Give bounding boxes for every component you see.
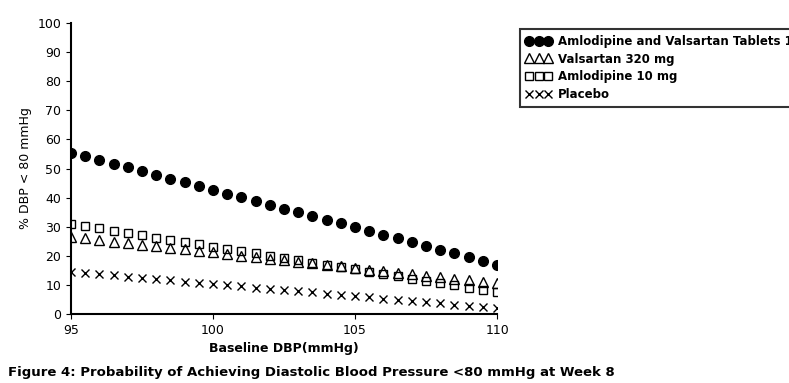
Y-axis label: % DBP < 80 mmHg: % DBP < 80 mmHg [19,108,32,229]
X-axis label: Baseline DBP(mmHg): Baseline DBP(mmHg) [209,342,359,355]
Text: Figure 4: Probability of Achieving Diastolic Blood Pressure <80 mmHg at Week 8: Figure 4: Probability of Achieving Diast… [8,366,615,379]
Legend: Amlodipine and Valsartan Tablets 10 mg/320 mg, Valsartan 320 mg, Amlodipine 10 m: Amlodipine and Valsartan Tablets 10 mg/3… [520,29,789,107]
